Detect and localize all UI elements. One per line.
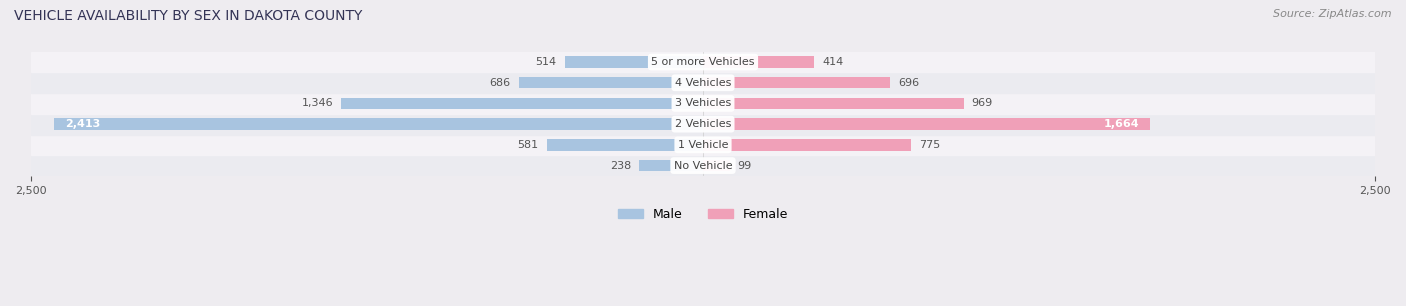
Bar — [31, 114, 1375, 135]
Bar — [703, 139, 911, 151]
Bar — [703, 77, 890, 88]
Text: 4 Vehicles: 4 Vehicles — [675, 78, 731, 88]
Bar — [31, 93, 1375, 114]
Text: No Vehicle: No Vehicle — [673, 161, 733, 170]
Text: 2 Vehicles: 2 Vehicles — [675, 119, 731, 129]
Bar — [565, 56, 703, 68]
Text: Source: ZipAtlas.com: Source: ZipAtlas.com — [1274, 9, 1392, 19]
Text: 581: 581 — [517, 140, 538, 150]
Text: VEHICLE AVAILABILITY BY SEX IN DAKOTA COUNTY: VEHICLE AVAILABILITY BY SEX IN DAKOTA CO… — [14, 9, 363, 23]
Text: 414: 414 — [823, 57, 844, 67]
Bar — [342, 98, 703, 109]
Text: 3 Vehicles: 3 Vehicles — [675, 99, 731, 108]
Text: 1 Vehicle: 1 Vehicle — [678, 140, 728, 150]
Bar — [31, 155, 1375, 176]
Text: 514: 514 — [536, 57, 557, 67]
Bar — [638, 160, 703, 171]
Text: 1,664: 1,664 — [1104, 119, 1140, 129]
Bar — [519, 77, 703, 88]
Text: 696: 696 — [898, 78, 920, 88]
Bar — [547, 139, 703, 151]
Legend: Male, Female: Male, Female — [613, 203, 793, 226]
Text: 969: 969 — [972, 99, 993, 108]
Text: 99: 99 — [738, 161, 752, 170]
Bar — [703, 56, 814, 68]
Text: 1,346: 1,346 — [301, 99, 333, 108]
Bar — [31, 52, 1375, 73]
Text: 686: 686 — [489, 78, 510, 88]
Text: 5 or more Vehicles: 5 or more Vehicles — [651, 57, 755, 67]
Bar — [55, 118, 703, 130]
Bar — [31, 135, 1375, 155]
Text: 2,413: 2,413 — [65, 119, 100, 129]
Bar — [31, 73, 1375, 93]
Text: 775: 775 — [920, 140, 941, 150]
Bar — [703, 98, 963, 109]
Text: 238: 238 — [610, 161, 631, 170]
Bar — [703, 118, 1150, 130]
Bar — [703, 160, 730, 171]
